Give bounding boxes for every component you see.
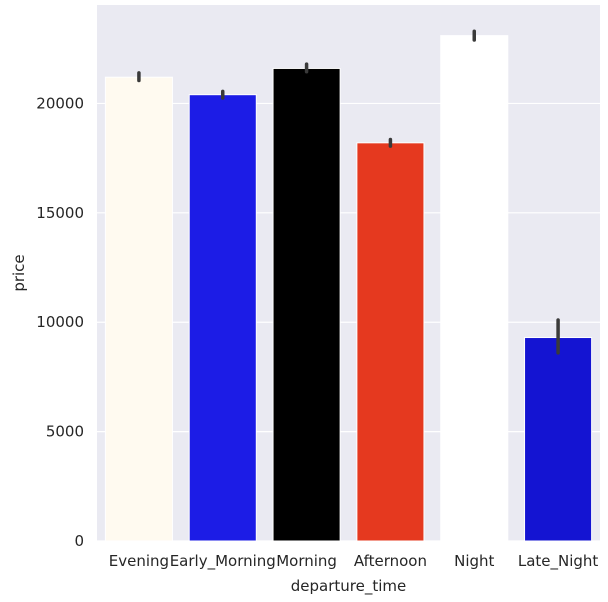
bar-night bbox=[440, 35, 509, 542]
bar-morning bbox=[272, 67, 341, 542]
x-tick-label: Night bbox=[454, 552, 494, 570]
x-tick-label: Early_Morning bbox=[170, 552, 276, 571]
y-tick-labels: 0 5000 10000 15000 20000 bbox=[36, 94, 84, 550]
error-bars bbox=[137, 29, 560, 355]
bar-early-morning bbox=[188, 94, 257, 542]
x-axis-title: departure_time bbox=[291, 577, 406, 596]
grid-lines bbox=[97, 102, 600, 542]
y-tick-label: 10000 bbox=[36, 313, 84, 331]
y-tick-label: 15000 bbox=[36, 204, 84, 222]
y-tick-label: 5000 bbox=[46, 423, 84, 441]
plot-area bbox=[97, 5, 600, 541]
x-tick-label: Evening bbox=[109, 552, 169, 570]
bar-late-night bbox=[524, 337, 593, 542]
bars bbox=[104, 35, 593, 542]
y-axis-title: price bbox=[10, 254, 28, 291]
x-tick-labels: Evening Early_Morning Morning Afternoon Nigh… bbox=[109, 552, 599, 571]
y-tick-label: 0 bbox=[74, 532, 84, 550]
y-tick-label: 20000 bbox=[36, 94, 84, 112]
x-tick-label: Late_Night bbox=[518, 552, 599, 571]
x-tick-label: Morning bbox=[276, 552, 337, 570]
x-tick-label: Afternoon bbox=[354, 552, 427, 570]
bar-afternoon bbox=[356, 142, 425, 542]
bar-evening bbox=[104, 76, 173, 542]
